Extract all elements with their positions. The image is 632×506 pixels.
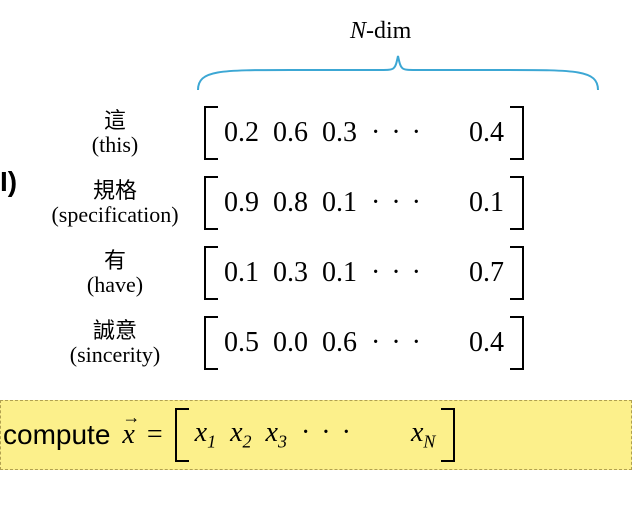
val-dots: · · · xyxy=(371,187,423,219)
xterm: x2 xyxy=(230,417,251,453)
x-var: x xyxy=(122,419,134,451)
compute-label: compute xyxy=(3,419,110,451)
val: 0.1 xyxy=(224,257,259,289)
val: 0.9 xyxy=(224,187,259,219)
compute-band: compute x = x1 x2 x3 · · · xN xyxy=(0,400,632,470)
word-cjk: 有 xyxy=(30,249,200,273)
vector-values: 0.2 0.6 0.3 · · · 0.4 xyxy=(218,117,510,149)
row-have: 有 (have) 0.1 0.3 0.1 · · · 0.7 xyxy=(30,240,610,306)
vector-values: 0.5 0.0 0.6 · · · 0.4 xyxy=(218,327,510,359)
spacer xyxy=(437,187,455,219)
left-text-fragment: I) xyxy=(0,166,17,198)
val: 0.7 xyxy=(469,257,504,289)
bracket-left-icon xyxy=(204,106,218,160)
brace-icon xyxy=(190,50,610,96)
spacer xyxy=(437,117,455,149)
vector: 0.5 0.0 0.6 · · · 0.4 xyxy=(204,316,524,370)
bracket-right-icon xyxy=(441,408,455,462)
val: 0.8 xyxy=(273,187,308,219)
word-cjk: 這 xyxy=(30,109,200,133)
val: 0.5 xyxy=(224,327,259,359)
word-eng: (this) xyxy=(30,133,200,157)
vector-values: 0.9 0.8 0.1 · · · 0.1 xyxy=(218,187,510,219)
bracket-left-icon xyxy=(204,246,218,300)
embedding-rows: 這 (this) 0.2 0.6 0.3 · · · 0.4 規格 (speci… xyxy=(30,100,610,380)
word-label: 有 (have) xyxy=(30,249,200,297)
val: 0.4 xyxy=(469,117,504,149)
bracket-right-icon xyxy=(510,106,524,160)
bracket-left-icon xyxy=(204,176,218,230)
bracket-right-icon xyxy=(510,176,524,230)
xterm-dots: · · · xyxy=(301,417,353,453)
val: 0.2 xyxy=(224,117,259,149)
row-sincerity: 誠意 (sincerity) 0.5 0.0 0.6 · · · 0.4 xyxy=(30,310,610,376)
vector-values: 0.1 0.3 0.1 · · · 0.7 xyxy=(218,257,510,289)
row-this: 這 (this) 0.2 0.6 0.3 · · · 0.4 xyxy=(30,100,610,166)
val: 0.6 xyxy=(273,117,308,149)
word-cjk: 誠意 xyxy=(30,319,200,343)
n-dim-label: N-dim xyxy=(350,18,411,45)
bracket-left-icon xyxy=(204,316,218,370)
spacer xyxy=(437,327,455,359)
word-label: 規格 (specification) xyxy=(30,179,200,227)
val: 0.0 xyxy=(273,327,308,359)
word-eng: (sincerity) xyxy=(30,343,200,367)
spacer xyxy=(437,257,455,289)
val: 0.3 xyxy=(273,257,308,289)
val: 0.1 xyxy=(322,257,357,289)
word-label: 誠意 (sincerity) xyxy=(30,319,200,367)
vector: 0.2 0.6 0.3 · · · 0.4 xyxy=(204,106,524,160)
n-rest: -dim xyxy=(366,18,411,44)
word-cjk: 規格 xyxy=(30,179,200,203)
n-italic: N xyxy=(350,18,366,44)
x-vector-expression: x = x1 x2 x3 · · · xN xyxy=(122,408,455,462)
bracket-left-icon xyxy=(175,408,189,462)
val: 0.1 xyxy=(469,187,504,219)
vector: 0.9 0.8 0.1 · · · 0.1 xyxy=(204,176,524,230)
val-dots: · · · xyxy=(371,327,423,359)
val-dots: · · · xyxy=(371,257,423,289)
vector: 0.1 0.3 0.1 · · · 0.7 xyxy=(204,246,524,300)
xterm: x1 xyxy=(195,417,216,453)
spacer xyxy=(367,417,397,453)
word-eng: (have) xyxy=(30,273,200,297)
bracket-right-icon xyxy=(510,316,524,370)
xterm: xN xyxy=(411,417,435,453)
val: 0.4 xyxy=(469,327,504,359)
val: 0.6 xyxy=(322,327,357,359)
val: 0.3 xyxy=(322,117,357,149)
val: 0.1 xyxy=(322,187,357,219)
equals: = xyxy=(147,419,163,451)
row-specification: 規格 (specification) 0.9 0.8 0.1 · · · 0.1 xyxy=(30,170,610,236)
word-eng: (specification) xyxy=(30,203,200,227)
bracket-right-icon xyxy=(510,246,524,300)
x-values: x1 x2 x3 · · · xN xyxy=(189,417,442,453)
word-label: 這 (this) xyxy=(30,109,200,157)
xterm: x3 xyxy=(266,417,287,453)
val-dots: · · · xyxy=(371,117,423,149)
